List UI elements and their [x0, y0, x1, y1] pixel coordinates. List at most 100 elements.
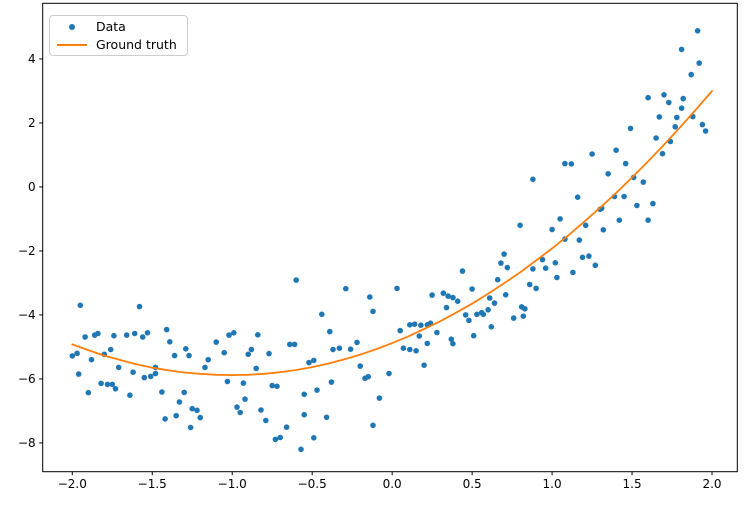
x-axis-tick-label: −1.5: [138, 477, 167, 491]
scatter-point: [653, 135, 659, 141]
scatter-point: [702, 128, 709, 134]
legend: Data Ground truth: [49, 15, 188, 56]
scatter-point: [231, 330, 237, 336]
scatter-point: [354, 339, 360, 346]
scatter-point: [237, 409, 243, 416]
scatter-point: [98, 380, 104, 387]
legend-item-data: Data: [50, 18, 187, 36]
x-axis-tick-label: 0.5: [463, 477, 482, 491]
scatter-point: [522, 306, 528, 312]
scatter-point: [440, 290, 447, 297]
y-axis-tick-label: −2: [18, 244, 36, 258]
scatter-point: [680, 95, 686, 102]
scatter-point: [498, 260, 504, 266]
scatter-point: [397, 327, 404, 334]
scatter-point: [517, 222, 523, 229]
scatter-point: [485, 307, 491, 313]
scatter-point: [696, 60, 702, 66]
scatter-point: [298, 446, 304, 453]
x-axis-tick-label: 1.0: [543, 477, 562, 491]
scatter-point: [115, 364, 122, 371]
legend-label-ground-truth: Ground truth: [96, 37, 177, 52]
scatter-point: [634, 202, 640, 209]
scatter-point: [645, 94, 651, 101]
scatter-point: [330, 346, 336, 353]
scatter-point: [343, 285, 349, 292]
scatter-point: [234, 404, 240, 410]
x-axis-tick-label: −1.0: [218, 477, 247, 491]
scatter-point: [159, 389, 165, 395]
scatter-point: [139, 334, 146, 340]
scatter-point: [144, 330, 151, 336]
scatter-point: [470, 332, 477, 339]
scatter-point: [181, 389, 187, 396]
scatter-point: [85, 389, 92, 396]
scatter-point: [194, 407, 200, 414]
scatter-point: [400, 345, 407, 352]
scatter-point: [269, 382, 276, 389]
scatter-point: [319, 311, 325, 318]
scatter-point: [283, 424, 290, 431]
scatter-point: [688, 71, 694, 78]
scatter-point: [699, 121, 706, 128]
scatter-point: [589, 151, 595, 157]
scatter-point: [488, 324, 495, 330]
scatter-point: [542, 265, 549, 272]
scatter-point: [376, 395, 383, 401]
scatter-point: [666, 99, 672, 106]
scatter-point: [640, 179, 647, 185]
scatter-point: [254, 332, 261, 338]
scatter-point: [311, 435, 317, 441]
scatter-point: [526, 281, 533, 288]
y-axis-tick-label: 0: [28, 180, 36, 194]
scatter-point: [367, 294, 373, 300]
scatter-point: [502, 292, 509, 298]
scatter-point: [123, 332, 130, 338]
scatter-point: [293, 277, 300, 283]
scatter-point: [613, 147, 619, 153]
scatter-point: [171, 352, 178, 359]
scatter-point: [678, 105, 685, 111]
scatter-point: [176, 399, 183, 405]
scatter-point: [314, 387, 320, 393]
scatter-point: [130, 369, 136, 376]
scatter-point: [469, 286, 475, 292]
scatter-point: [586, 253, 592, 259]
scatter-point: [152, 370, 159, 377]
scatter-point: [574, 194, 581, 200]
scatter-point: [75, 371, 82, 377]
scatter-point: [616, 217, 623, 223]
scatter-point: [557, 216, 563, 222]
scatter-point: [263, 417, 269, 424]
scatter-point: [370, 422, 376, 429]
scatter-point: [311, 357, 317, 364]
scatter-point: [205, 356, 211, 363]
scatter-point: [520, 313, 527, 320]
scatter-point: [242, 396, 248, 402]
scatter-point: [416, 333, 423, 339]
scatter-point: [443, 304, 450, 311]
scatter-point: [266, 350, 272, 357]
x-axis-tick-label: −0.5: [298, 477, 327, 491]
scatter-point: [466, 317, 472, 324]
scatter-point: [258, 407, 264, 413]
scatter-point: [570, 269, 576, 276]
scatter-point: [486, 295, 493, 301]
scatter-point: [582, 222, 589, 229]
scatter-point: [213, 339, 219, 345]
scatter-point: [69, 353, 76, 359]
scatter-point: [656, 114, 663, 120]
scatter-point: [163, 326, 170, 333]
scatter-point: [394, 285, 400, 292]
scatter-point: [187, 424, 194, 431]
scatter-point: [77, 302, 84, 309]
scatter-point: [533, 285, 539, 292]
scatter-point: [554, 274, 560, 281]
y-axis-tick-label: −4: [18, 308, 36, 322]
scatter-point: [539, 256, 546, 263]
scatter-point: [131, 330, 138, 337]
scatter-point: [109, 381, 116, 388]
scatter-point: [621, 193, 627, 200]
scatter-point: [221, 349, 227, 356]
